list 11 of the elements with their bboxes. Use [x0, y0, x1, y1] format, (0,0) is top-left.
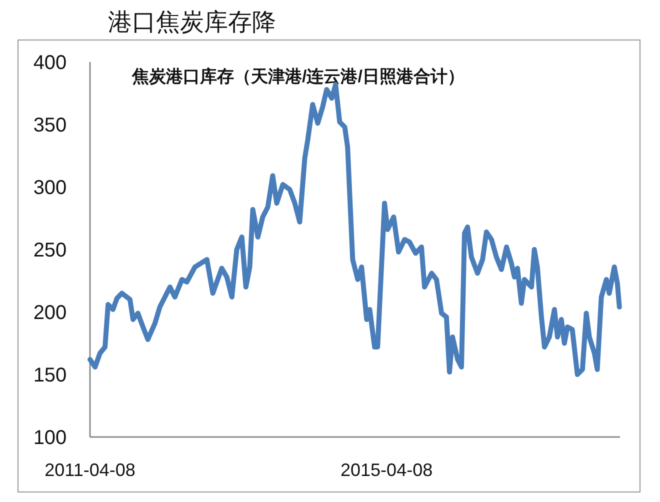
y-tick-label: 200	[33, 302, 67, 324]
x-tick-label: 2011-04-08	[44, 460, 136, 480]
x-tick-label: 2015-04-08	[340, 460, 433, 480]
y-tick-label: 150	[33, 364, 67, 386]
y-tick-label: 400	[33, 52, 67, 74]
chart-subtitle: 焦炭港口库存（天津港/连云港/日照港合计）	[131, 67, 464, 86]
y-tick-label: 100	[33, 427, 67, 449]
y-tick-label: 350	[33, 114, 67, 136]
y-tick-label: 300	[33, 177, 67, 199]
chart-title: 港口焦炭库存降	[108, 9, 276, 36]
y-tick-label: 250	[33, 240, 67, 262]
